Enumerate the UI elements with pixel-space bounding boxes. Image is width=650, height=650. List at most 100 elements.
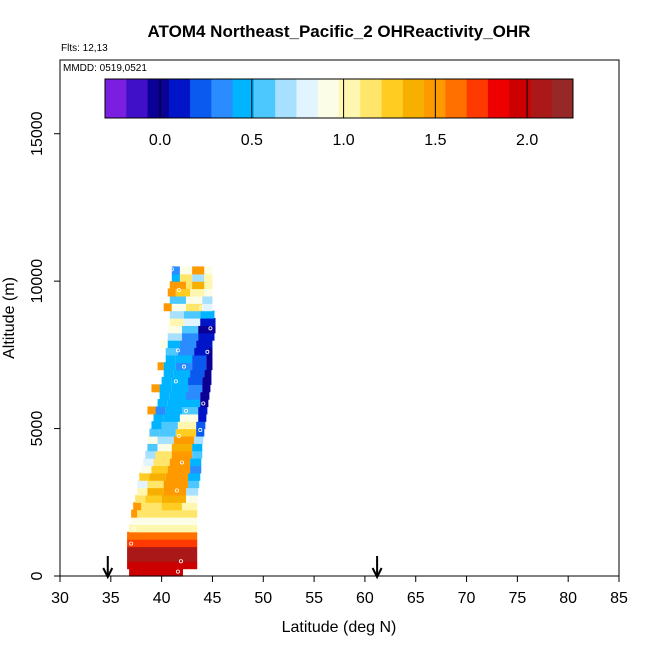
- track-point: [199, 305, 204, 310]
- heatmap-cell: [192, 281, 205, 290]
- heatmap-cell: [198, 332, 215, 341]
- heatmap-cell: [204, 273, 213, 282]
- heatmap-cell: [202, 303, 213, 312]
- heatmap-cell: [171, 450, 193, 459]
- heatmap-cell: [163, 487, 187, 496]
- colorbar-frame: [104, 78, 574, 119]
- colorbar-swatch: [487, 79, 510, 118]
- colorbar-swatch: [168, 79, 191, 118]
- heatmap-cell: [190, 288, 205, 297]
- heatmap-cell: [131, 509, 138, 518]
- heatmap-cell: [155, 406, 166, 415]
- heatmap-cell: [169, 310, 184, 319]
- colorbar-swatch: [339, 79, 361, 118]
- plot-frame: [59, 59, 620, 577]
- colorbar-swatch: [296, 79, 319, 118]
- flight-track-points: [129, 267, 213, 574]
- colorbar-swatch: [551, 79, 574, 118]
- colorbar-tick-label: 2.0: [516, 132, 538, 149]
- heatmap-cell: [129, 524, 198, 533]
- colorbar-swatch: [509, 79, 531, 118]
- heatmap-cell: [127, 561, 198, 570]
- x-tick-label: 40: [153, 590, 171, 607]
- heatmap-cell: [167, 332, 182, 341]
- heatmap-cell: [139, 472, 150, 481]
- heatmap-cell: [171, 266, 180, 275]
- heatmap-cell: [198, 325, 216, 334]
- x-tick-label: 45: [204, 590, 222, 607]
- heatmap-cell: [181, 509, 198, 518]
- heatmap-cell: [188, 480, 200, 489]
- heatmap-cell: [145, 450, 156, 459]
- heatmap-cell: [169, 458, 191, 467]
- y-tick-label: 15000: [29, 111, 46, 156]
- heatmap-cell: [159, 384, 172, 393]
- track-point: [205, 349, 210, 354]
- x-tick-label: 55: [305, 590, 323, 607]
- colorbar-swatch: [360, 79, 383, 118]
- heatmap-cell: [179, 266, 193, 275]
- y-tick-label: 0: [29, 571, 46, 580]
- colorbar-swatch: [530, 79, 553, 118]
- heatmap-cell: [147, 480, 164, 489]
- heatmap-cell: [184, 310, 201, 319]
- heatmap-cell: [206, 362, 213, 371]
- y-tick-label: 10000: [29, 259, 46, 304]
- heatmap-cell: [145, 494, 162, 503]
- x-axis-ticks: 30 35 40 45 50 55 60 65 70 75 80 85: [51, 576, 628, 607]
- colorbar-tick-label: 0.0: [149, 132, 171, 149]
- flight-arrows: [102, 556, 383, 580]
- heatmap-cell: [175, 288, 191, 297]
- heatmap-cell: [200, 310, 215, 319]
- heatmap-cell: [167, 325, 182, 334]
- heatmap-cell: [194, 347, 209, 356]
- heatmap-cell: [204, 288, 213, 297]
- heatmap-cell: [163, 480, 189, 489]
- heatmap-cell: [131, 517, 198, 525]
- colorbar-swatch: [147, 79, 170, 118]
- heatmap-cell: [161, 509, 182, 518]
- heatmap-cells: [127, 266, 216, 577]
- heatmap-cell: [173, 369, 191, 378]
- heatmap-cell: [165, 406, 182, 415]
- heatmap-cell: [153, 458, 170, 467]
- heatmap-cell: [151, 465, 168, 474]
- heatmap-cell: [161, 502, 182, 511]
- heatmap-cell: [188, 384, 203, 393]
- heatmap-cell: [204, 266, 213, 275]
- heatmap-cell: [181, 406, 199, 415]
- heatmap-cell: [135, 494, 146, 503]
- colorbar-swatch: [402, 79, 425, 118]
- track-point: [173, 379, 178, 384]
- heatmap-cell: [190, 465, 202, 474]
- heatmap-cell: [192, 450, 203, 459]
- heatmap-cell: [149, 472, 166, 481]
- x-tick-label: 75: [508, 590, 526, 607]
- heatmap-cell: [127, 553, 198, 562]
- heatmap-cell: [141, 465, 152, 474]
- heatmap-cell: [127, 546, 198, 555]
- colorbar: [104, 78, 574, 119]
- heatmap-cell: [161, 494, 187, 503]
- x-axis-label: Latitude (deg N): [282, 619, 397, 636]
- track-point: [175, 569, 180, 574]
- heatmap-cell: [163, 413, 180, 422]
- heatmap-cell: [157, 435, 174, 444]
- heatmap-cell: [175, 354, 193, 363]
- heatmap-cell: [200, 318, 216, 326]
- heatmap-cell: [159, 428, 176, 437]
- heatmap-cell: [184, 399, 201, 408]
- heatmap-cell: [175, 428, 197, 437]
- track-point: [132, 526, 137, 531]
- track-point: [208, 326, 213, 331]
- heatmap-cell: [190, 369, 205, 378]
- heatmap-cell: [163, 362, 176, 371]
- heatmap-cell: [169, 391, 187, 400]
- heatmap-cell: [171, 303, 187, 312]
- track-point: [181, 364, 186, 369]
- colorbar-swatch: [232, 79, 255, 118]
- heatmap-cell: [163, 369, 174, 378]
- heatmap-cell: [165, 347, 178, 356]
- heatmap-cell: [127, 531, 198, 540]
- track-point: [179, 460, 184, 465]
